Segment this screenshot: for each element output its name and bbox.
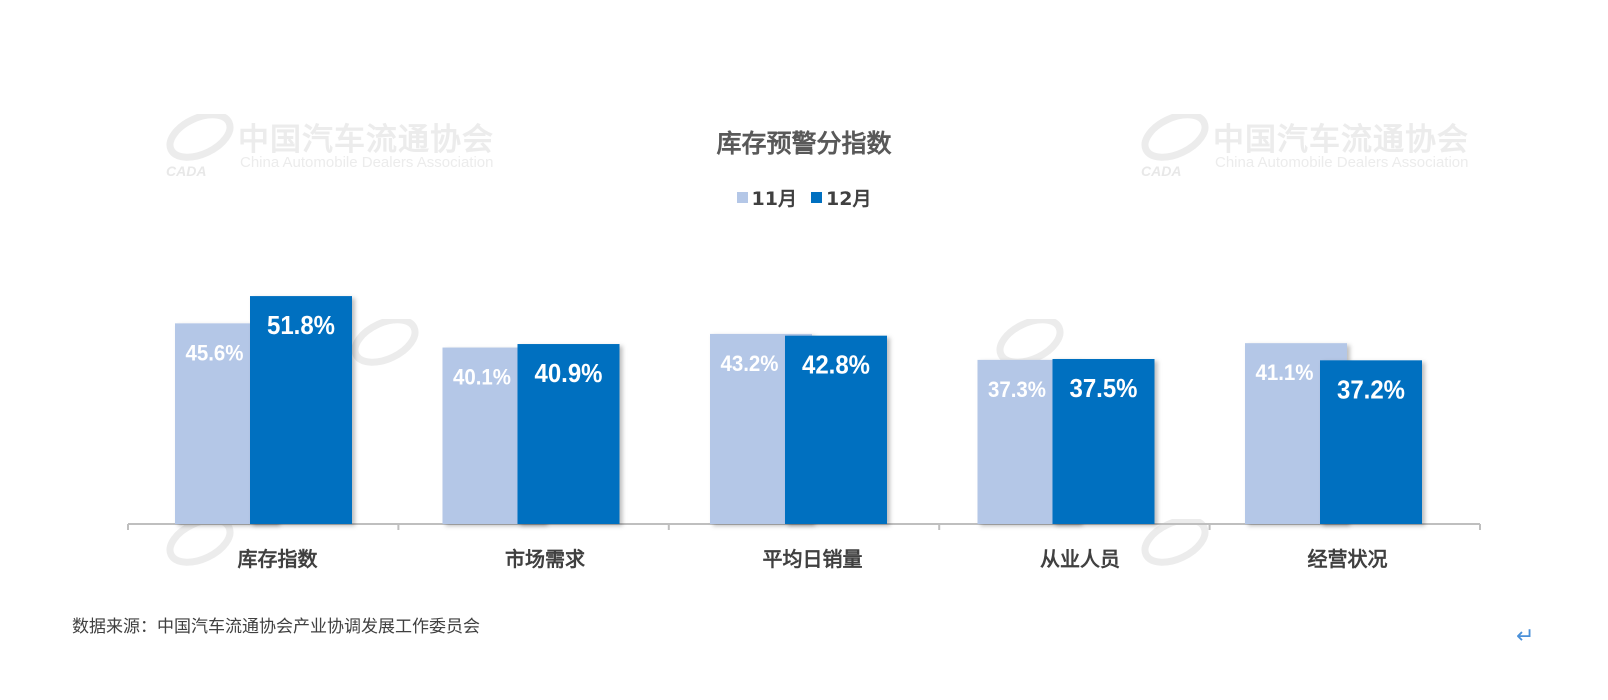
- chart-title: 库存预警分指数: [716, 129, 892, 158]
- data-label: 43.2%: [721, 351, 779, 376]
- legend: 11月 12月: [0, 184, 1608, 211]
- bar-12: [1320, 360, 1422, 524]
- data-label: 42.8%: [802, 350, 870, 380]
- bar-12: [785, 335, 887, 524]
- data-label: 40.9%: [535, 358, 603, 388]
- legend-item-11: 11月: [736, 184, 797, 211]
- legend-swatch: [736, 192, 748, 203]
- legend-item-12: 12月: [811, 184, 871, 211]
- legend-label: 12月: [826, 188, 872, 210]
- data-label: 37.5%: [1070, 373, 1138, 403]
- x-tick-label: 平均日销量: [763, 547, 863, 571]
- x-tick-label: 库存指数: [238, 547, 319, 571]
- bar-12: [517, 344, 620, 524]
- x-tick-label: 市场需求: [505, 547, 586, 571]
- return-arrow-icon: ↵: [1516, 624, 1535, 649]
- data-label: 41.1%: [1256, 360, 1314, 385]
- source-note: 数据来源：中国汽车流通协会产业协调发展工作委员会: [72, 617, 480, 637]
- data-label: 37.3%: [988, 377, 1046, 402]
- data-label: 51.8%: [267, 310, 335, 340]
- x-tick-label: 经营状况: [1308, 547, 1388, 571]
- data-label: 45.6%: [186, 340, 244, 365]
- bar-12: [1052, 359, 1155, 524]
- x-tick-label: 从业人员: [1040, 547, 1120, 571]
- data-label: 37.2%: [1337, 374, 1405, 404]
- bar-12: [250, 296, 352, 524]
- legend-swatch: [811, 192, 822, 203]
- data-label: 40.1%: [453, 365, 511, 390]
- legend-label: 11月: [751, 188, 797, 210]
